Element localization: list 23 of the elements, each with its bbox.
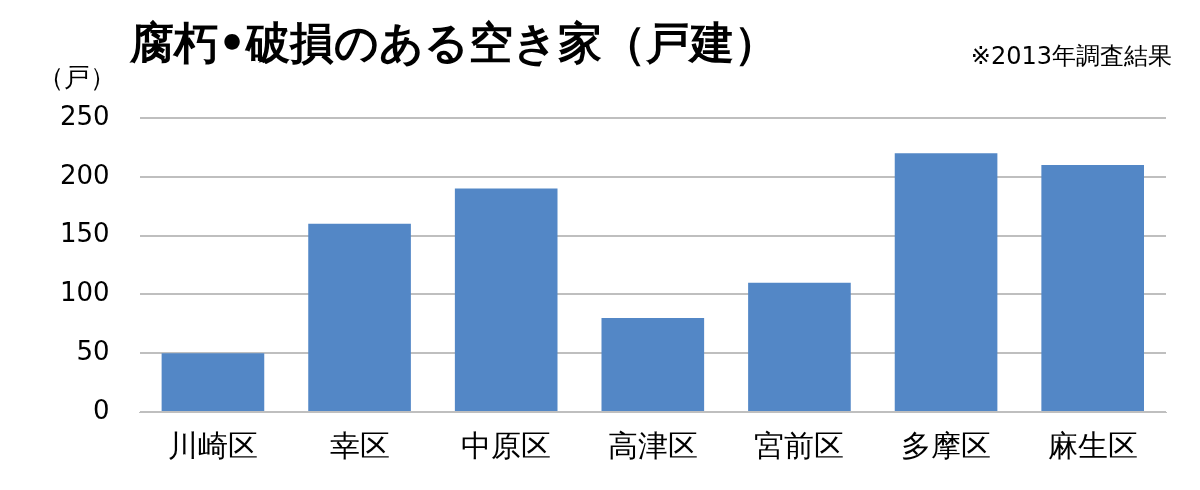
bar bbox=[601, 317, 705, 411]
y-tick-label: 200 bbox=[59, 159, 110, 190]
y-tick-label: 150 bbox=[59, 218, 110, 249]
x-tick-label: 川崎区 bbox=[167, 427, 258, 463]
bar bbox=[454, 188, 558, 411]
y-tick-label: 250 bbox=[59, 100, 110, 131]
bar bbox=[308, 223, 411, 411]
y-tick-label: 0 bbox=[93, 394, 110, 425]
bar bbox=[161, 353, 265, 411]
bar bbox=[748, 282, 851, 411]
x-tick-label: 幸区 bbox=[329, 427, 390, 463]
x-tick-label: 麻生区 bbox=[1047, 427, 1138, 463]
bar bbox=[1041, 165, 1145, 411]
y-tick-label: 100 bbox=[59, 277, 110, 308]
text: ※2013年調査結果 bbox=[970, 41, 1172, 72]
y-axis-title: （戸） bbox=[38, 61, 116, 94]
y-tick-label: 50 bbox=[76, 335, 110, 366]
chart-title: 腐朽•破損のある空き家（戸建） bbox=[130, 16, 779, 70]
x-tick-label: 中原区 bbox=[461, 427, 552, 463]
x-tick-label: 高津区 bbox=[607, 427, 698, 463]
bar bbox=[894, 153, 998, 411]
x-tick-label: 宮前区 bbox=[754, 427, 845, 463]
x-tick-label: 多摩区 bbox=[901, 427, 992, 463]
